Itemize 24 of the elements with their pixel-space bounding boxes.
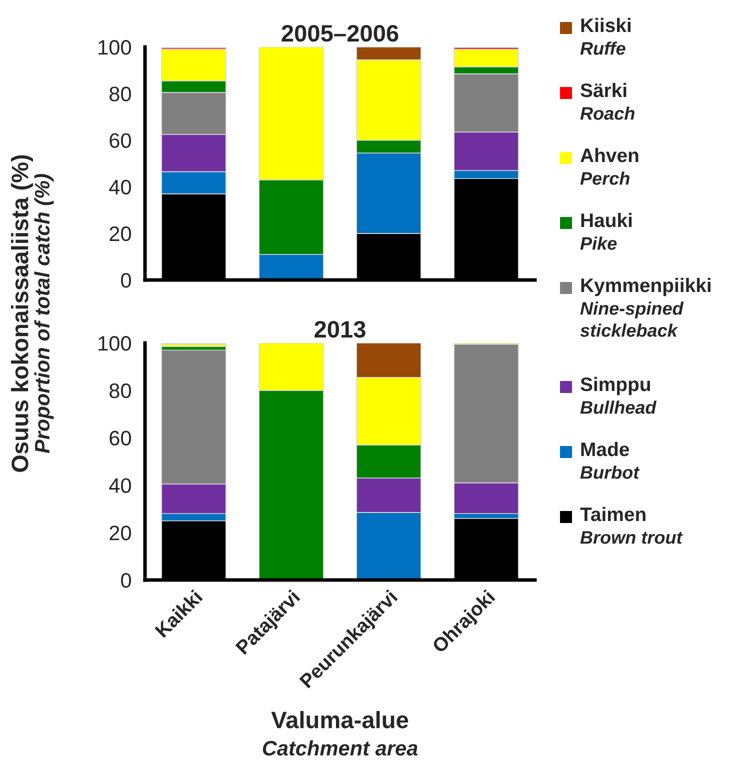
x-axis-title: Valuma-alue Catchment area	[262, 710, 418, 756]
y-tick-label: 40	[109, 478, 131, 493]
legend-label: Kymmenpiikki Nine-spined stickleback	[580, 278, 710, 337]
y-tick-label: 20	[110, 226, 131, 242]
legend-label: Hauki Pike	[580, 212, 632, 250]
legend-label: Särki Roach	[580, 82, 634, 120]
y-tick-label: 40	[109, 180, 131, 195]
chart-title: 2013	[314, 320, 366, 338]
legend-label: Taimen Brown trout	[580, 506, 683, 544]
y-tick-label: 80	[110, 383, 131, 398]
y-tick-label: 0	[121, 573, 131, 588]
y-tick-label: 100	[98, 40, 131, 55]
y-tick-label: 20	[110, 526, 131, 540]
legend-label: Ahven Perch	[580, 148, 638, 185]
y-tick-label: 100	[98, 336, 131, 351]
y-tick-label: 60	[110, 133, 131, 148]
y-tick-label: 60	[110, 430, 131, 446]
y-tick-label: 80	[110, 86, 131, 102]
y-axis-title: Osuus kokonaissaaliista (%) Proportion of total catch (%)	[10, 155, 54, 472]
legend-label: Made Burbot	[580, 442, 640, 479]
y-tick-label: 0	[121, 273, 131, 288]
chart-title: 2005–2006	[282, 24, 398, 42]
legend-label: Simppu Bullhead	[580, 376, 657, 414]
legend-label: Kiiski Ruffe	[580, 18, 630, 55]
